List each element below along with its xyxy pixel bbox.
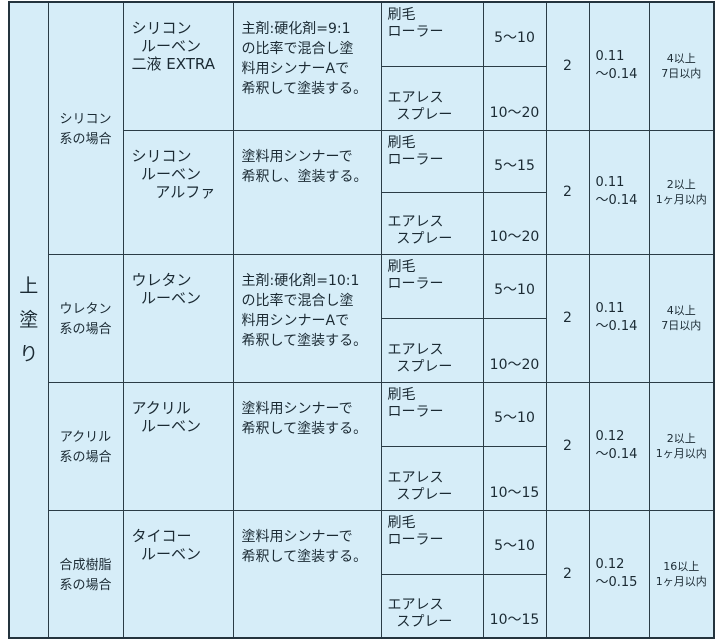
thinning-ratio: 5〜10	[482, 509, 547, 575]
thinning-instructions: 主剤:硬化剤=9:1 の比率で混合し塗 料用シンナーAで 希釈して塗装する。	[232, 1, 382, 131]
coat-count: 2	[545, 129, 590, 255]
table-row: エアレス スプレー 10〜20	[9, 317, 714, 383]
product-name: シリコン ルーベン 二液 EXTRA	[122, 1, 234, 131]
application-method: エアレス スプレー	[380, 191, 484, 255]
product-name: タイコー ルーベン	[122, 509, 234, 639]
coat-count: 2	[545, 1, 590, 131]
product-name: アクリル ルーベン	[122, 381, 234, 511]
application-method: 刷毛 ローラー	[380, 1, 484, 67]
thinning-ratio: 10〜15	[482, 573, 547, 639]
table-row: アクリル 系の場合 アクリル ルーベン 塗料用シンナーで 希釈して塗装する。 刷毛 ロ…	[9, 381, 715, 511]
category-cell: ウレタン 系の場合	[47, 253, 124, 383]
category-cell: アクリル 系の場合	[47, 381, 124, 511]
recoat-interval: 16以上 1ヶ月以内	[648, 509, 715, 639]
table-row: ウレタン 系の場合 ウレタン ルーベン 主剤:硬化剤=10:1 の比率で混合し塗 料…	[9, 253, 715, 383]
coverage-amount: 0.12 〜0.15	[588, 509, 650, 639]
thinning-instructions: 主剤:硬化剤=10:1 の比率で混合し塗 料用シンナーAで 希釈して塗装する。	[232, 253, 382, 383]
section-label: 上 塗 り	[8, 1, 49, 639]
thinning-ratio: 5〜10	[482, 253, 547, 319]
table-row: シリコン ルーベン アルファ 塗料用シンナーで 希釈し、塗装する。 刷毛 ローラー 5…	[9, 129, 715, 255]
thinning-ratio: 10〜20	[482, 65, 547, 131]
application-method: エアレス スプレー	[380, 65, 484, 131]
recoat-interval: 2以上 1ヶ月以内	[648, 129, 715, 255]
product-name: シリコン ルーベン アルファ	[122, 129, 234, 255]
thinning-ratio: 10〜20	[482, 317, 547, 383]
table-row: エアレス スプレー 10〜15	[9, 573, 714, 639]
coat-count: 2	[545, 381, 590, 511]
topcoat-spec-table: 上 塗 りシリコン 系の場合 シリコン ルーベン 二液 EXTRA 主剤:硬化剤=9…	[8, 1, 715, 639]
table-row: エアレス スプレー 10〜20	[9, 191, 714, 255]
thinning-instructions: 塗料用シンナーで 希釈し、塗装する。	[232, 129, 382, 255]
application-method: エアレス スプレー	[380, 317, 484, 383]
category-cell: 合成樹脂 系の場合	[47, 509, 124, 639]
table-row: 上 塗 りシリコン 系の場合 シリコン ルーベン 二液 EXTRA 主剤:硬化剤=9…	[8, 1, 715, 639]
thinning-instructions: 塗料用シンナーで 希釈して塗装する。	[232, 509, 382, 639]
product-name: ウレタン ルーベン	[122, 253, 234, 383]
table-row: 合成樹脂 系の場合 タイコー ルーベン 塗料用シンナーで 希釈して塗装する。 刷毛 ロ…	[9, 509, 715, 639]
coat-count: 2	[545, 253, 590, 383]
table-row: エアレス スプレー 10〜20	[9, 65, 714, 131]
coverage-amount: 0.11 〜0.14	[588, 1, 650, 131]
application-method: 刷毛 ローラー	[380, 381, 484, 447]
application-method: エアレス スプレー	[380, 445, 484, 511]
thinning-ratio: 5〜10	[482, 1, 547, 67]
thinning-ratio: 10〜20	[482, 191, 547, 255]
table-row: エアレス スプレー 10〜15	[9, 445, 714, 511]
recoat-interval: 4以上 7日以内	[648, 1, 715, 131]
thinning-ratio: 10〜15	[482, 445, 547, 511]
thinning-ratio: 5〜10	[482, 381, 547, 447]
thinning-ratio: 5〜15	[482, 129, 547, 193]
application-method: 刷毛 ローラー	[380, 129, 484, 193]
recoat-interval: 4以上 7日以内	[648, 253, 715, 383]
application-method: エアレス スプレー	[380, 573, 484, 639]
coverage-amount: 0.12 〜0.14	[588, 381, 650, 511]
coverage-amount: 0.11 〜0.14	[588, 129, 650, 255]
thinning-instructions: 塗料用シンナーで 希釈して塗装する。	[232, 381, 382, 511]
recoat-interval: 2以上 1ヶ月以内	[648, 381, 715, 511]
application-method: 刷毛 ローラー	[380, 509, 484, 575]
coat-count: 2	[545, 509, 590, 639]
coverage-amount: 0.11 〜0.14	[588, 253, 650, 383]
category-cell: シリコン 系の場合	[47, 1, 124, 255]
application-method: 刷毛 ローラー	[380, 253, 484, 319]
